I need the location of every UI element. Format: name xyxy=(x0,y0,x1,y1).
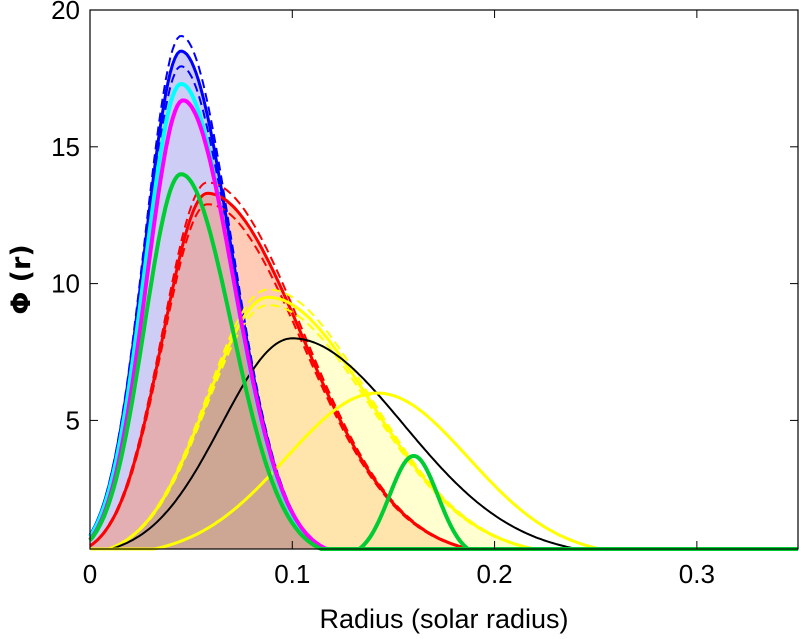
x-tick-label: 0.1 xyxy=(274,559,310,589)
overlap-fill xyxy=(90,320,798,549)
x-tick-label: 0.3 xyxy=(679,559,715,589)
x-tick-label: 0 xyxy=(83,559,97,589)
axis-ticks: 0 0.1 0.2 0.3 5 10 15 20 xyxy=(51,0,798,589)
plot-frame xyxy=(89,9,799,550)
y-tick-label: 20 xyxy=(51,0,80,25)
area-fills xyxy=(90,51,798,550)
x-tick-label: 0.2 xyxy=(476,559,512,589)
y-tick-label: 15 xyxy=(51,132,80,162)
y-tick-label: 10 xyxy=(51,269,80,299)
series-line-9 xyxy=(347,454,493,551)
x-axis-label: Radius (solar radius) xyxy=(319,604,568,634)
series-fill-3 xyxy=(90,297,798,549)
y-axis-label: Φ (r) xyxy=(6,244,37,314)
y-tick-label: 5 xyxy=(66,405,80,435)
